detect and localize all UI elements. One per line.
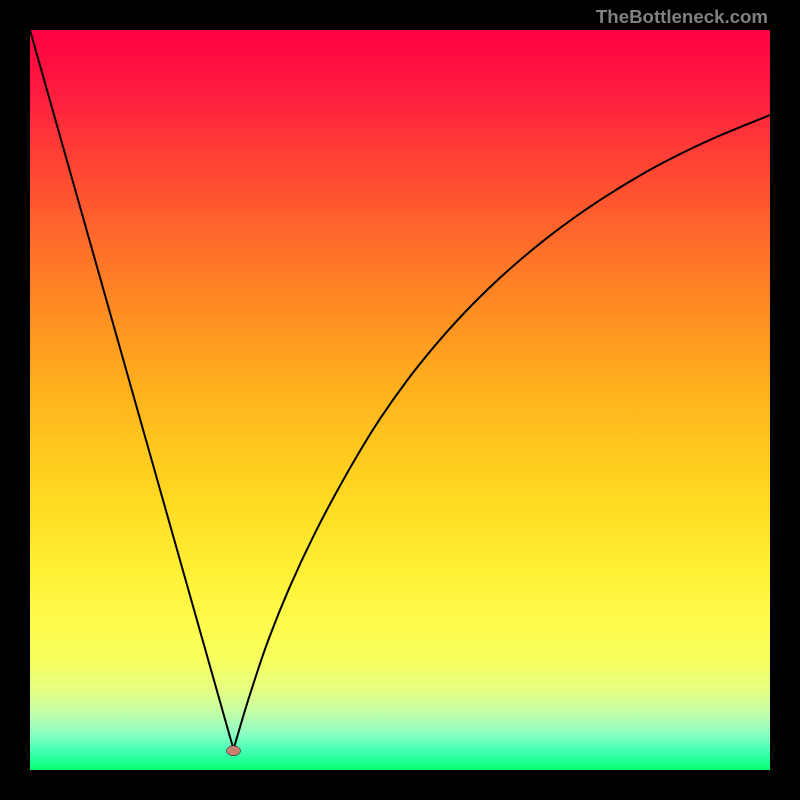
attribution-text: TheBottleneck.com [596, 6, 768, 28]
chart-container: TheBottleneck.com [0, 0, 800, 800]
curve-svg [30, 30, 770, 770]
bottleneck-curve [30, 30, 770, 749]
plot-area [30, 30, 770, 770]
minimum-marker [227, 746, 241, 756]
